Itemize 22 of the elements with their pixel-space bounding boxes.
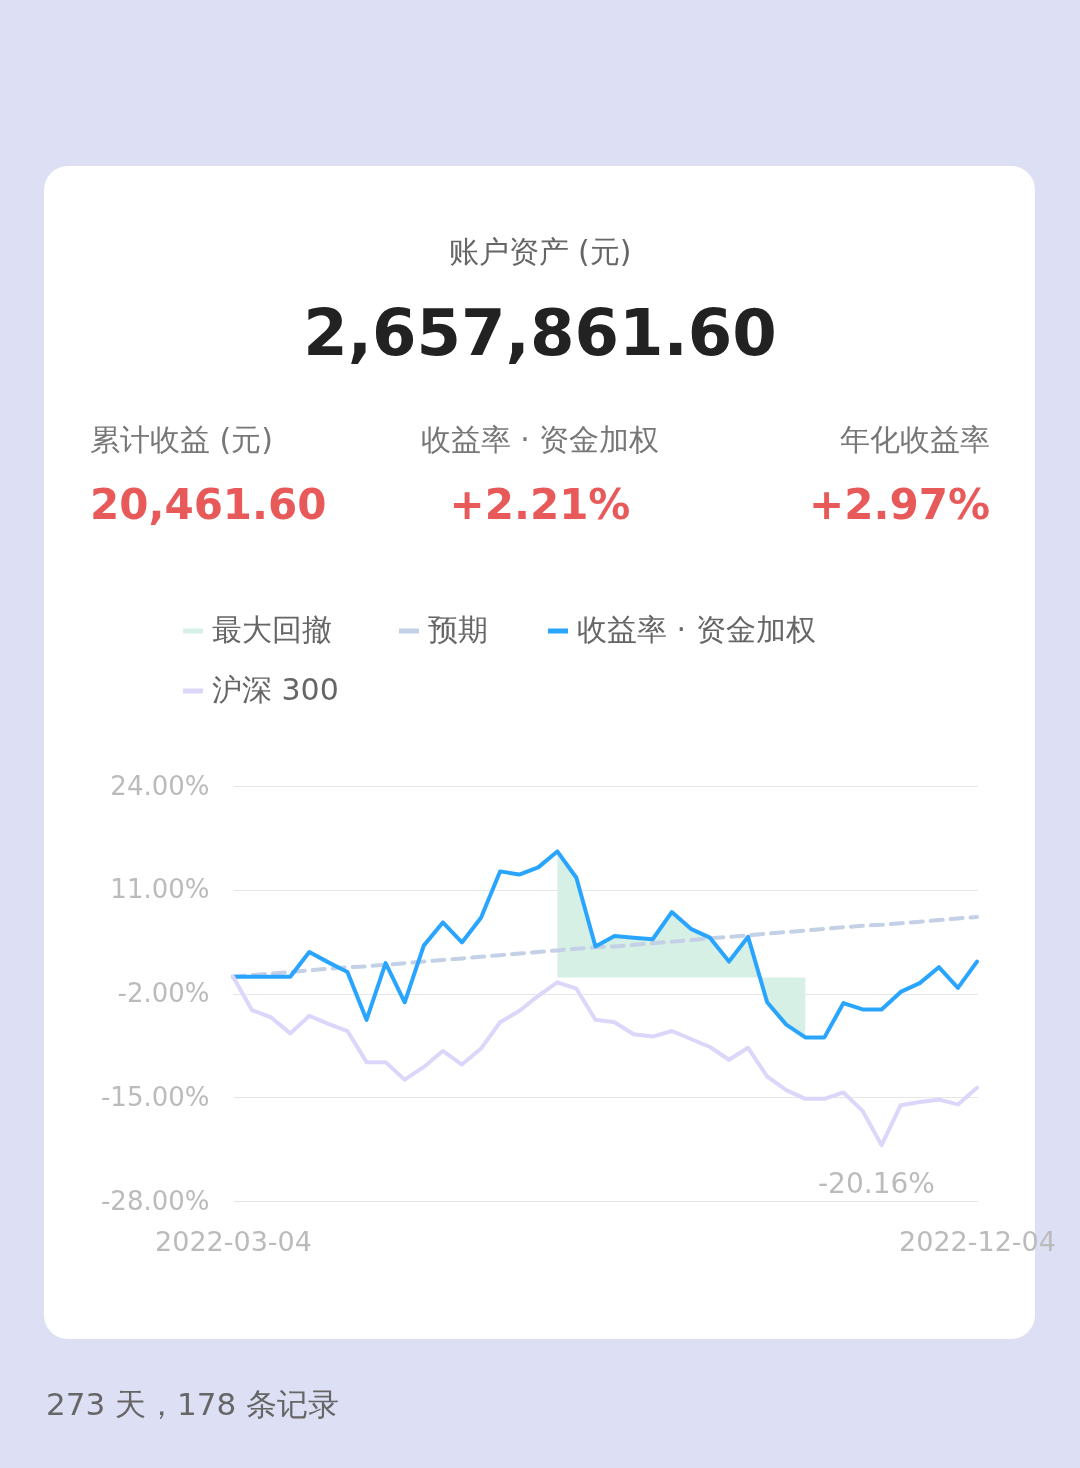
text: 20,461.60 — [90, 480, 327, 529]
chart-title: 账户资产 (元) — [447, 233, 633, 271]
text: 收益率 · 资金加权 — [419, 421, 661, 459]
y-tick-label: -2.00% — [117, 978, 210, 1008]
legend-label: 收益率 · 资金加权 — [577, 612, 816, 647]
chart-subtitle: 2,657,861.60 — [302, 296, 778, 370]
line-series — [231, 974, 979, 1148]
y-tick-label: -28.00% — [100, 1185, 210, 1216]
text: 年化收益率 — [840, 421, 990, 459]
legend-label: 最大回撤 — [212, 612, 332, 647]
y-tick-label: 24.00% — [110, 770, 210, 801]
text: +2.97% — [809, 480, 990, 529]
x-tick-label: 2022-03-04 — [155, 1225, 312, 1257]
text: 273 天，178 条记录 — [46, 1385, 340, 1424]
text: +2.21% — [448, 480, 632, 529]
x-tick-label: 2022-12-04 — [899, 1225, 1056, 1257]
text: 累计收益 (元) — [90, 421, 273, 459]
y-tick-label: -15.00% — [100, 1081, 210, 1112]
legend-label: 沪深 300 — [212, 672, 339, 707]
y-tick-label: 11.00% — [110, 874, 210, 905]
annotation: -20.16% — [818, 1167, 935, 1200]
legend-label: 预期 — [428, 612, 488, 647]
